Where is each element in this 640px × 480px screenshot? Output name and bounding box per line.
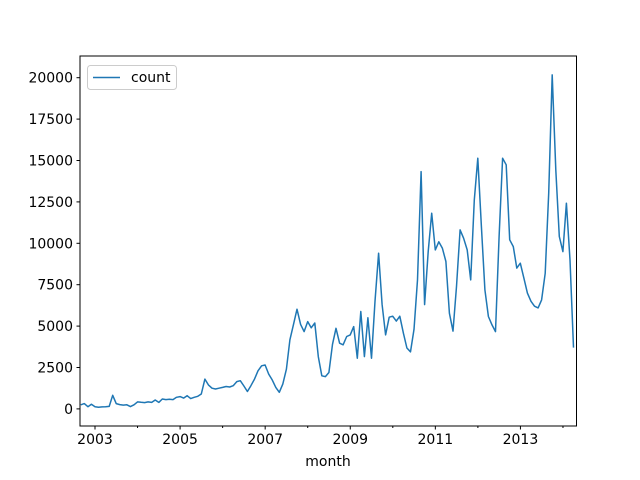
x-tick-label: 2011 [418, 432, 454, 448]
legend: count [87, 65, 177, 90]
y-tick-label: 7500 [37, 278, 73, 294]
y-tick-label: 17500 [28, 112, 73, 128]
y-tick-label: 0 [64, 402, 73, 418]
x-tick-label: 2003 [77, 432, 113, 448]
count-series-line [80, 74, 575, 408]
legend-box [87, 65, 177, 90]
plot-area: 0 2500 5000 7500 10000 12500 15000 17500 20000 20… [28, 55, 577, 448]
legend-label: count [131, 70, 171, 86]
y-tick-label: 20000 [28, 71, 73, 87]
y-tick-label: 12500 [28, 195, 73, 211]
x-tick-label: 2005 [162, 432, 198, 448]
x-tick-label: 2007 [247, 432, 283, 448]
x-tick-label: 2009 [332, 432, 368, 448]
y-tick-label: 2500 [37, 361, 73, 377]
y-tick-label: 10000 [28, 236, 73, 252]
y-tick-label: 5000 [37, 319, 73, 335]
x-axis-label: month [305, 454, 350, 470]
y-tick-label: 15000 [28, 154, 73, 170]
axes-frame [79, 55, 577, 427]
x-tick-label: 2013 [503, 432, 539, 448]
